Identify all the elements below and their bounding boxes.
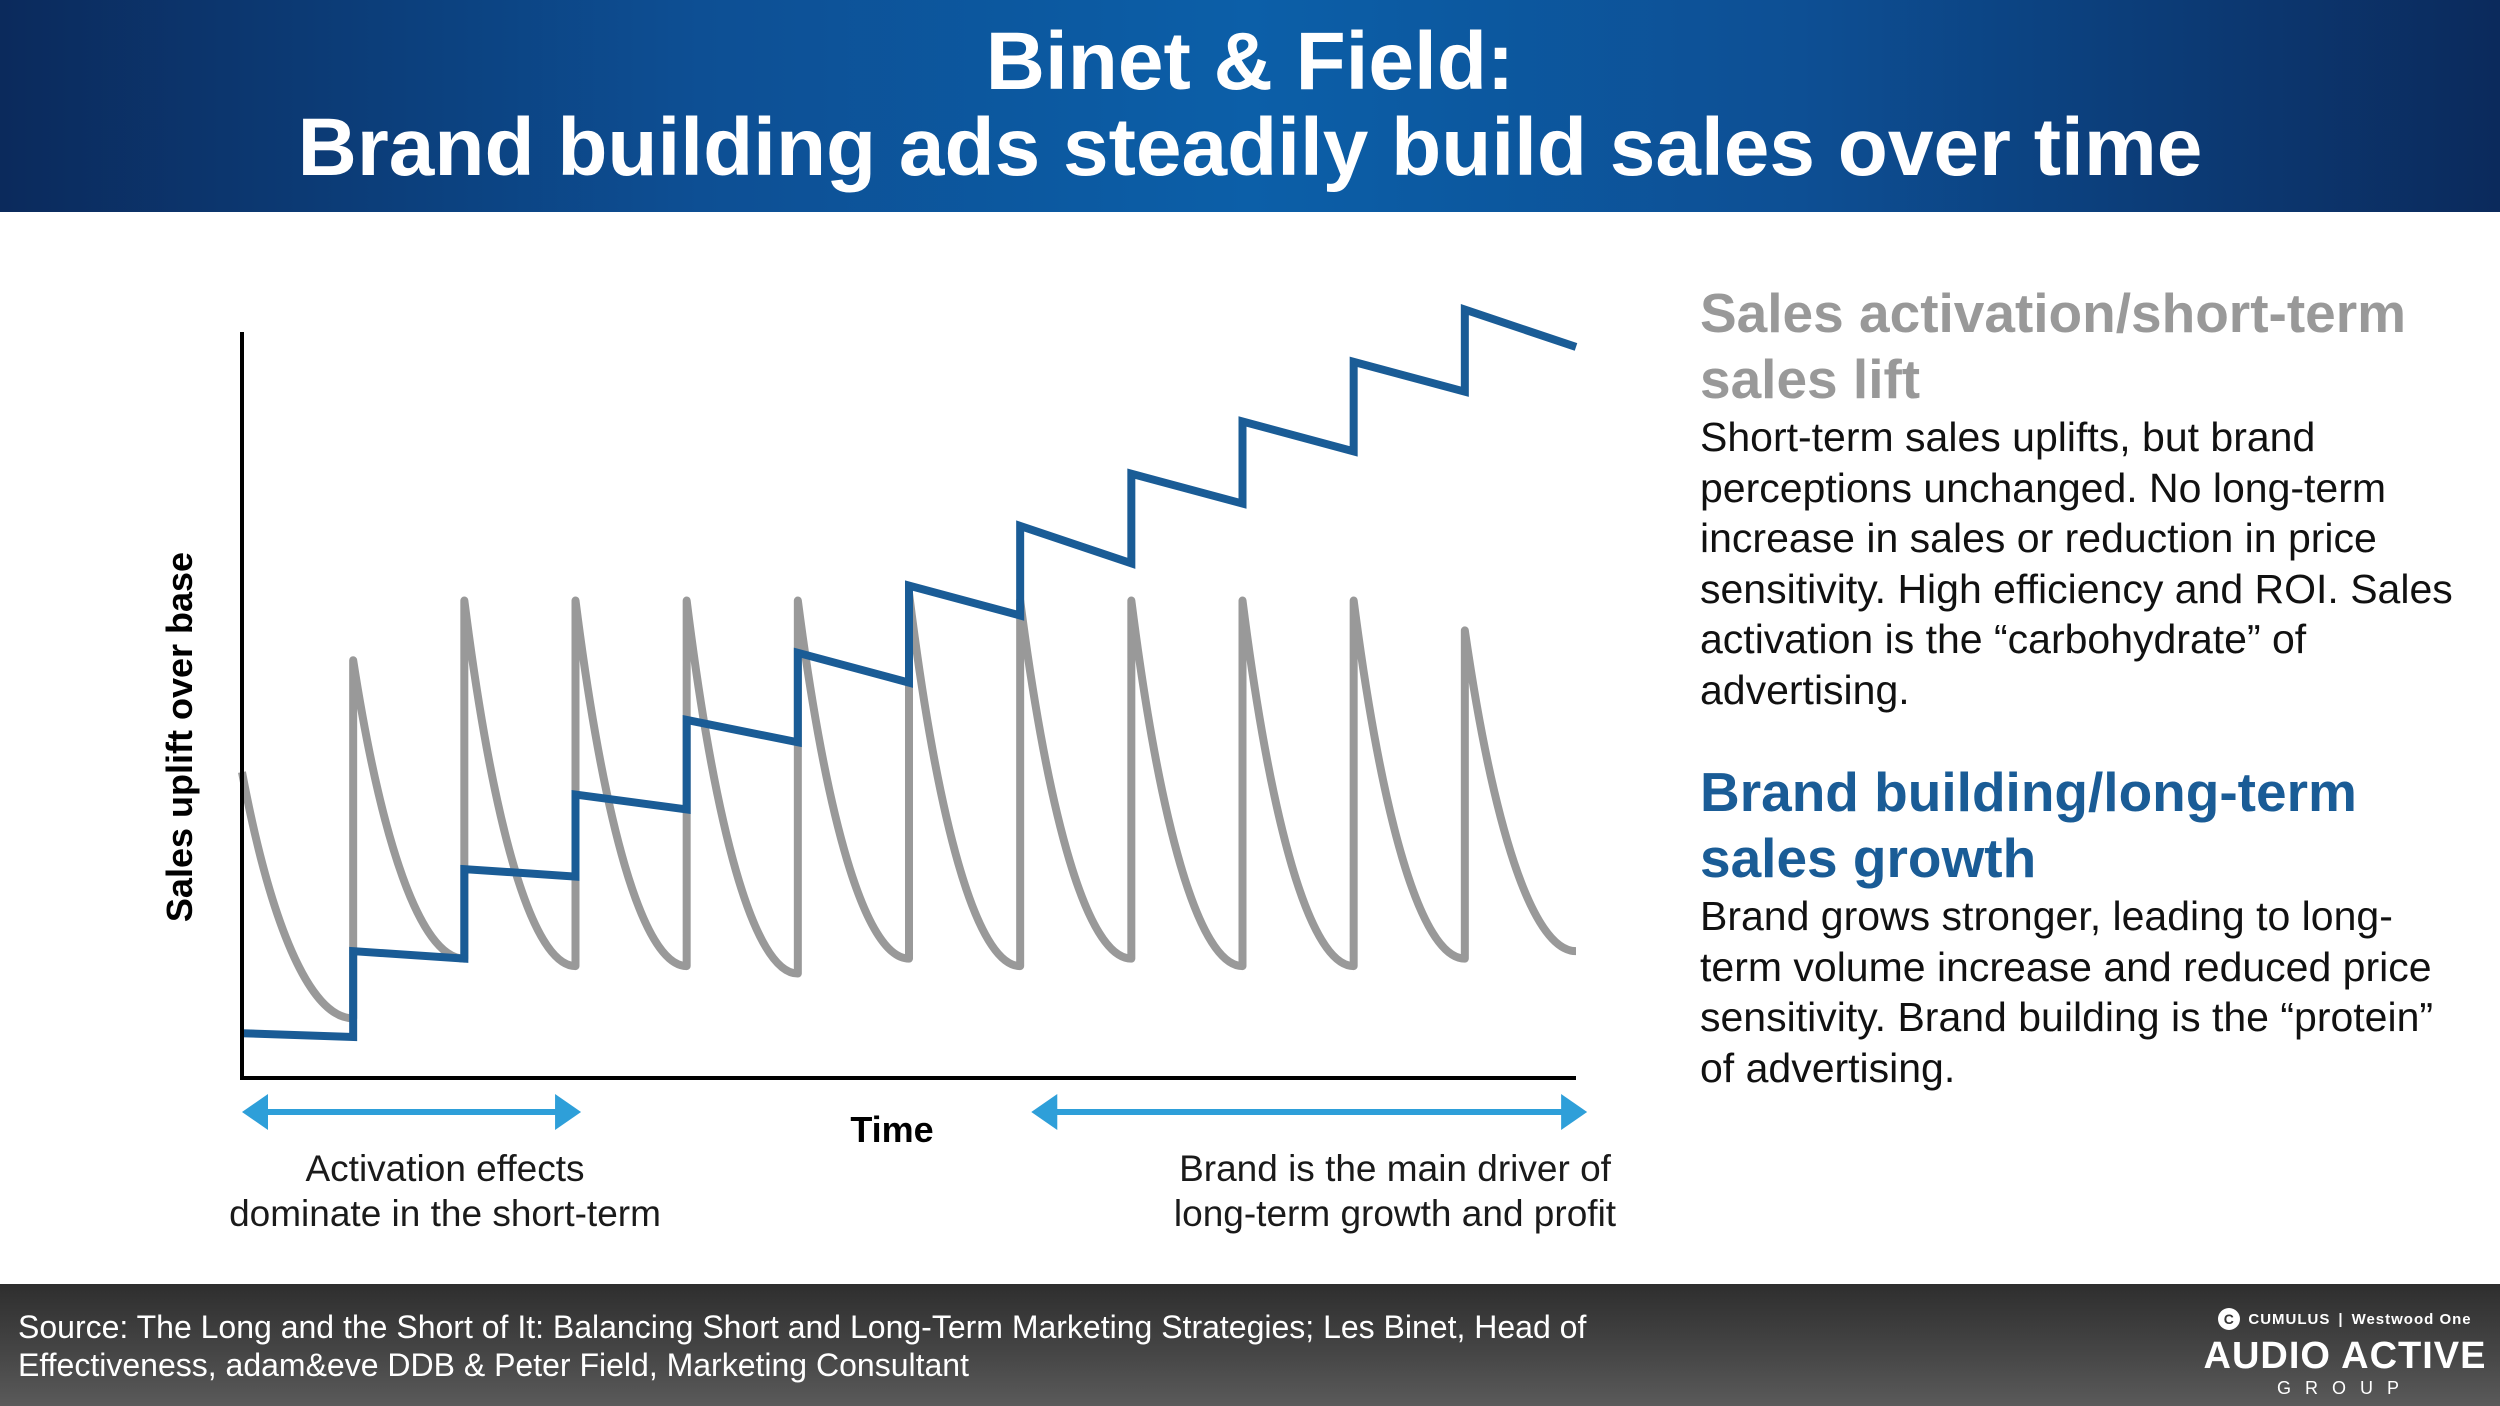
- series-brand-line: [241, 304, 1578, 1042]
- arrow-long-term-head-right: [1561, 1094, 1588, 1130]
- x-axis-label: Time: [850, 1109, 933, 1150]
- logo-divider: |: [2338, 1310, 2344, 1328]
- source-citation: Source: The Long and the Short of It: Ba…: [18, 1309, 1587, 1383]
- cumulus-icon: C: [2218, 1308, 2241, 1330]
- audio-active-group-logo: C CUMULUS | Westwood One AUDIO ACTIVE GR…: [2200, 1308, 2490, 1398]
- slide-title-line2: Brand building ads steadily build sales …: [297, 102, 2203, 193]
- arrow-short-term-head-left: [242, 1094, 268, 1130]
- y-axis-label: Sales uplift over base: [159, 552, 200, 922]
- slide-header: Binet & Field: Brand building ads steadi…: [0, 0, 2500, 212]
- arrow-layer: [242, 1094, 1588, 1130]
- brand-heading: Brand building/long-term sales growth: [1700, 761, 2357, 889]
- sales-chart: Sales uplift over base Time: [159, 304, 1588, 1150]
- logo-group-text: GROUP: [2276, 1378, 2413, 1398]
- logo-top-row: C CUMULUS | Westwood One: [2200, 1308, 2490, 1330]
- series-layer: [238, 304, 1578, 1042]
- brand-text: Brand grows stronger, leading to long-te…: [1700, 893, 2434, 1091]
- caption-short-term-line2: dominate in the short-term: [229, 1193, 661, 1234]
- slide-title-line1: Binet & Field:: [985, 16, 1515, 107]
- logo-cumulus-text: CUMULUS: [2248, 1310, 2331, 1328]
- caption-long-term-line2: long-term growth and profit: [1173, 1193, 1617, 1234]
- brand-panel: Brand building/long-term sales growth Br…: [1700, 759, 2460, 1093]
- arrow-long-term: [1031, 1094, 1588, 1130]
- activation-panel: Sales activation/short-term sales lift S…: [1700, 280, 2460, 715]
- caption-short-term-line1: Activation effects: [305, 1148, 585, 1189]
- footer: Source: The Long and the Short of It: Ba…: [0, 1284, 2500, 1406]
- activation-text: Short-term sales uplifts, but brand perc…: [1700, 414, 2453, 713]
- logo-main-text: AUDIO ACTIVE: [2203, 1335, 2487, 1377]
- arrow-short-term-head-right: [555, 1094, 582, 1130]
- arrow-long-term-head-left: [1031, 1094, 1058, 1130]
- logo-westwood-text: Westwood One: [2351, 1310, 2472, 1328]
- activation-heading: Sales activation/short-term sales lift: [1700, 282, 2407, 410]
- caption-long-term: Brand is the main driver of long-term gr…: [1095, 1146, 1695, 1236]
- caption-long-term-line1: Brand is the main driver of: [1179, 1148, 1611, 1189]
- caption-short-term: Activation effects dominate in the short…: [145, 1146, 745, 1236]
- arrow-short-term: [242, 1094, 582, 1130]
